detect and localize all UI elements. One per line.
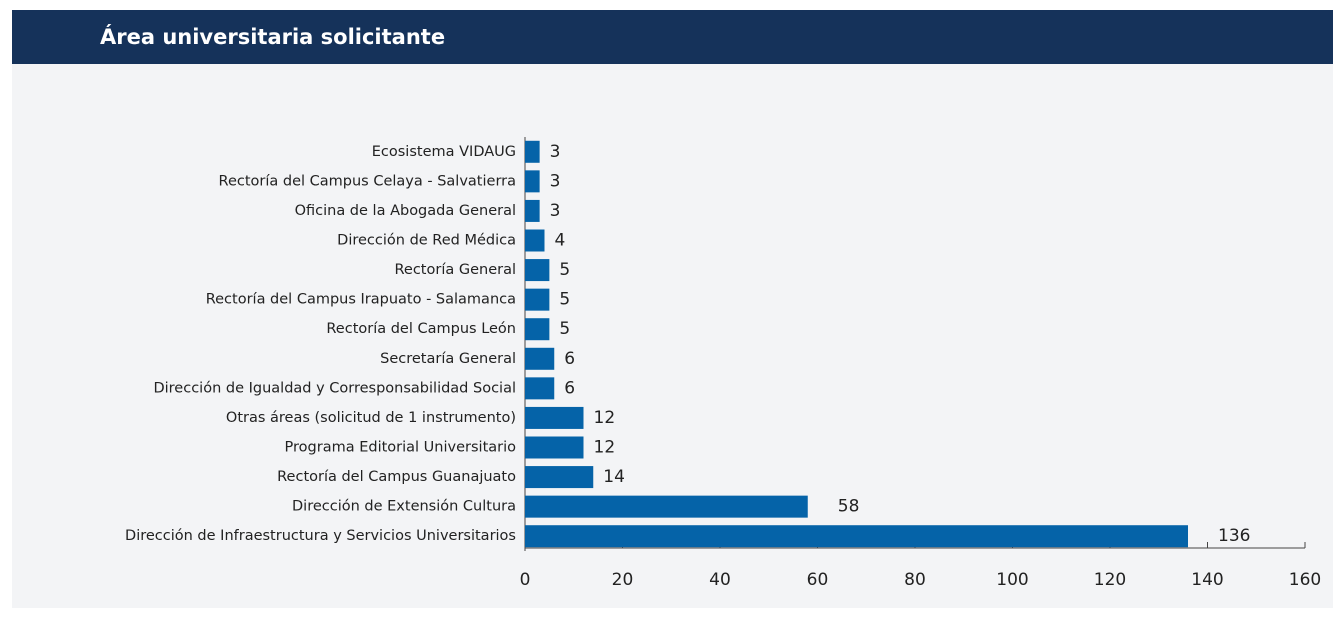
y-tick-label: Programa Editorial Universitario xyxy=(285,440,517,456)
x-tick-label: 0 xyxy=(520,570,531,590)
chart-title: Área universitaria solicitante xyxy=(100,24,445,49)
x-tick-label: 20 xyxy=(612,570,634,590)
bar xyxy=(525,377,555,400)
x-tick-label: 120 xyxy=(1094,570,1126,590)
bar xyxy=(525,347,555,370)
bar xyxy=(525,495,808,518)
bar xyxy=(525,140,540,163)
x-tick-label: 80 xyxy=(904,570,926,590)
y-tick-label: Rectoría del Campus Guanajuato xyxy=(277,469,516,485)
bar xyxy=(525,406,584,429)
bar xyxy=(525,466,594,489)
data-label: 12 xyxy=(594,438,616,458)
bar xyxy=(525,318,550,341)
y-tick-label: Oficina de la Abogada General xyxy=(295,203,516,219)
x-tick-label: 40 xyxy=(709,570,731,590)
y-tick-label: Dirección de Extensión Cultura xyxy=(292,499,516,515)
data-label: 3 xyxy=(550,201,561,221)
data-label: 5 xyxy=(559,290,570,310)
y-tick-label: Otras áreas (solicitud de 1 instrumento) xyxy=(226,410,516,426)
header-bar xyxy=(12,10,1333,64)
bar xyxy=(525,288,550,311)
data-label: 6 xyxy=(564,378,575,398)
y-tick-label: Rectoría del Campus Irapuato - Salamanca xyxy=(206,292,516,308)
bar xyxy=(525,436,584,459)
bar xyxy=(525,229,545,252)
y-tick-label: Rectoría del Campus León xyxy=(326,321,516,337)
y-tick-label: Rectoría del Campus Celaya - Salvatierra xyxy=(219,173,516,189)
y-tick-label: Secretaría General xyxy=(380,351,516,367)
data-label: 3 xyxy=(550,171,561,191)
x-tick-label: 140 xyxy=(1191,570,1223,590)
data-label: 14 xyxy=(603,467,625,487)
bar xyxy=(525,170,540,193)
data-label: 58 xyxy=(838,497,860,517)
bar xyxy=(525,259,550,282)
data-label: 5 xyxy=(559,319,570,339)
x-tick-label: 60 xyxy=(807,570,829,590)
data-label: 12 xyxy=(594,408,616,428)
data-label: 3 xyxy=(550,142,561,162)
y-tick-label: Rectoría General xyxy=(394,262,516,278)
bar xyxy=(525,525,1188,548)
data-label: 5 xyxy=(559,260,570,280)
y-tick-label: Dirección de Red Médica xyxy=(337,233,516,249)
x-tick-label: 160 xyxy=(1289,570,1321,590)
y-tick-label: Dirección de Igualdad y Corresponsabilid… xyxy=(153,380,516,396)
bar xyxy=(525,199,540,222)
y-tick-label: Ecosistema VIDAUG xyxy=(372,144,516,160)
data-label: 136 xyxy=(1218,526,1250,546)
y-tick-label: Dirección de Infraestructura y Servicios… xyxy=(125,528,516,544)
x-tick-label: 100 xyxy=(996,570,1028,590)
data-label: 6 xyxy=(564,349,575,369)
data-label: 4 xyxy=(555,231,566,251)
